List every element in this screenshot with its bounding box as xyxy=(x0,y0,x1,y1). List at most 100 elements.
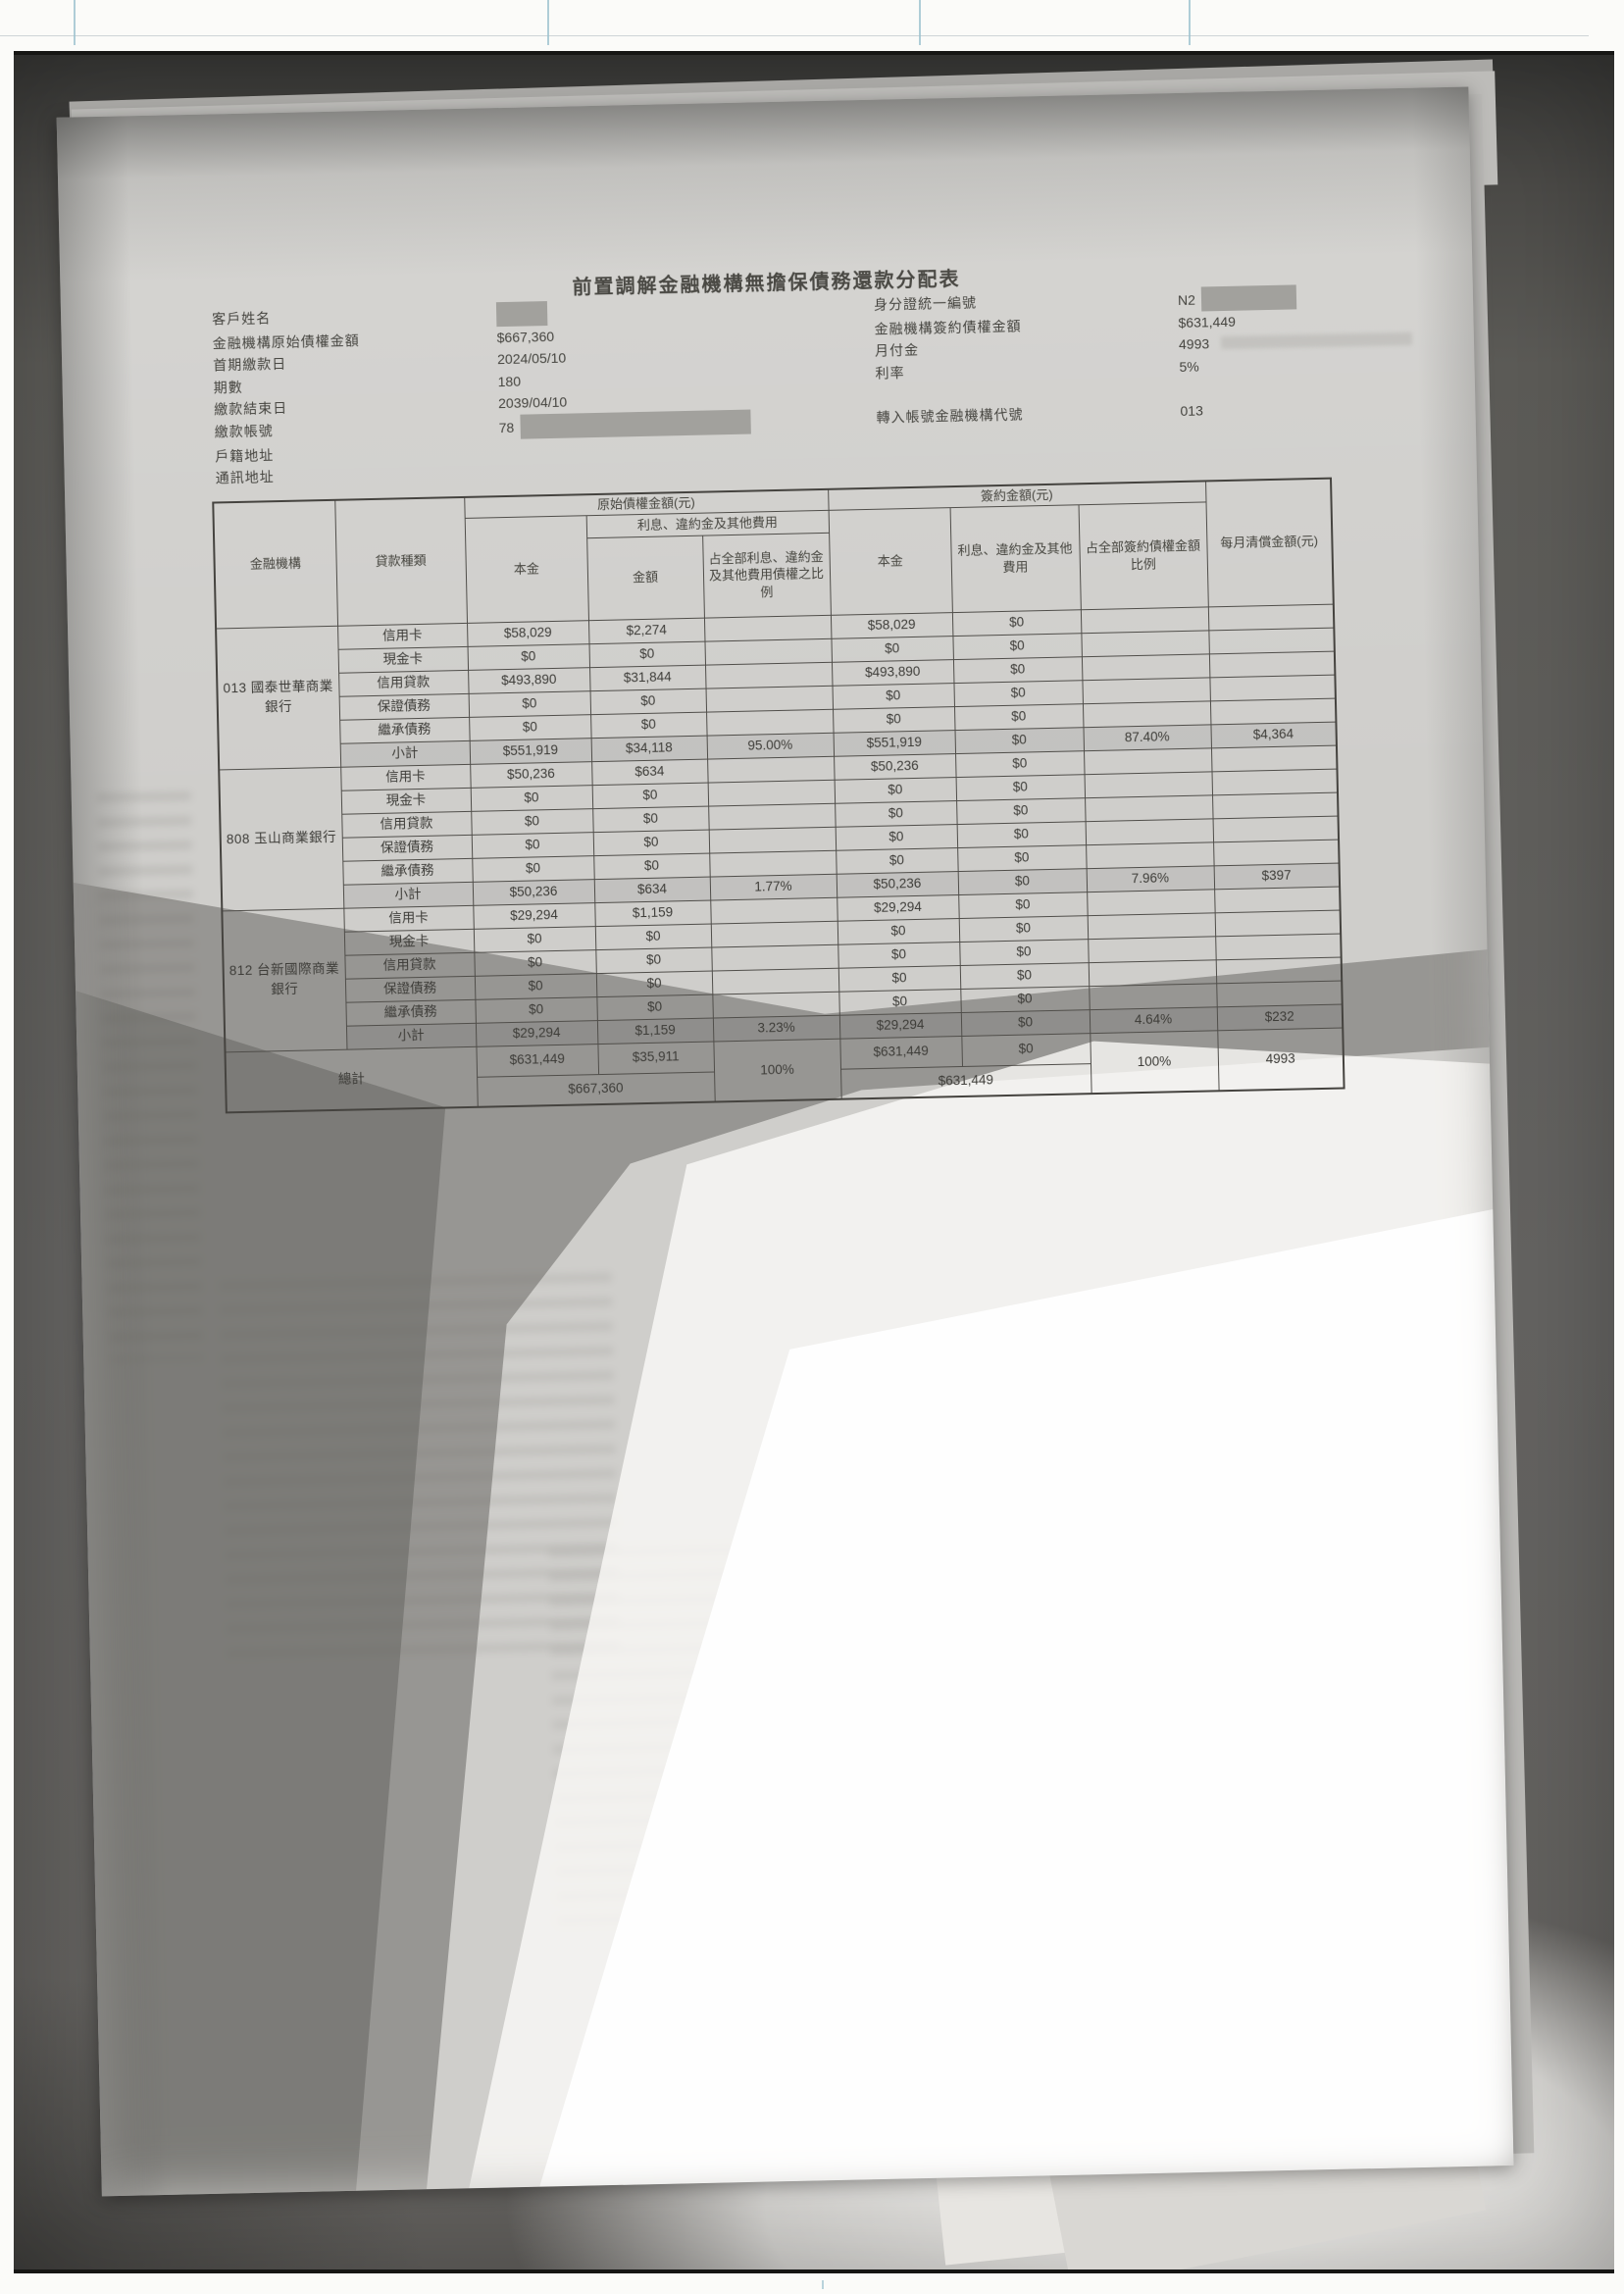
cell: $0 xyxy=(831,636,953,662)
cell: $0 xyxy=(471,832,594,858)
scan-artifact-line xyxy=(822,2280,824,2289)
cell: $35,911 xyxy=(597,1041,715,1075)
repayment-allocation-table: 金融機構 貸款種類 原始債權金額(元) 簽約金額(元) 每月清償金額(元) 本金… xyxy=(212,477,1345,1114)
cell: $0 xyxy=(956,797,1086,825)
loan-type-cell: 現金卡 xyxy=(343,928,475,955)
cell xyxy=(1082,677,1210,704)
cell xyxy=(1088,959,1217,987)
cell xyxy=(1215,933,1342,960)
cell: $2,274 xyxy=(587,617,705,644)
cell: $0 xyxy=(957,844,1087,872)
loan-type-cell: 信用卡 xyxy=(340,763,471,790)
cell: $29,294 xyxy=(837,894,959,921)
cell xyxy=(707,779,836,806)
cell: $0 xyxy=(837,965,961,992)
cell xyxy=(1208,627,1335,654)
loan-type-cell: 繼承債務 xyxy=(342,857,473,885)
cell xyxy=(1213,839,1340,866)
cell xyxy=(710,920,838,947)
cell: $0 xyxy=(955,774,1086,801)
col-header-signed-ratio: 占全部簽約債權金額比例 xyxy=(1078,501,1208,610)
cell xyxy=(1089,983,1217,1010)
cell: $667,360 xyxy=(477,1071,715,1107)
loan-type-cell: 繼承債務 xyxy=(345,998,476,1026)
cell: $0 xyxy=(467,643,590,670)
cell: 3.23% xyxy=(712,1014,840,1042)
cell xyxy=(1208,650,1336,678)
field-value xyxy=(495,301,548,328)
cell xyxy=(1210,744,1338,772)
cell: $31,844 xyxy=(589,664,706,691)
cell xyxy=(708,802,836,830)
cell: $0 xyxy=(838,989,961,1015)
loan-type-cell: 現金卡 xyxy=(340,787,472,814)
cell: $0 xyxy=(960,1009,1091,1037)
cell: $0 xyxy=(588,640,705,668)
bank-name: 812 台新國際商業銀行 xyxy=(222,907,347,1052)
loan-type-cell: 小計 xyxy=(339,739,471,767)
cell xyxy=(1215,956,1343,984)
cell: $0 xyxy=(956,821,1087,848)
cell: $551,919 xyxy=(833,730,956,756)
field-value: 2039/04/10 xyxy=(497,393,568,412)
cell: $631,449 xyxy=(476,1044,599,1077)
cell: $0 xyxy=(957,868,1088,895)
cell xyxy=(1082,700,1211,728)
cell xyxy=(1085,794,1213,822)
cell: $0 xyxy=(594,923,712,950)
cell: $0 xyxy=(952,656,1083,684)
col-header-signed-principal: 本金 xyxy=(828,507,952,615)
cell xyxy=(1080,606,1209,634)
bank-name: 808 玉山商業銀行 xyxy=(219,766,344,911)
info-block-right: 身分證統一編號 N2 金融機構簽約債權金額 $631,449 月付金 4993 … xyxy=(874,281,1446,429)
cell xyxy=(711,943,838,971)
cell: $631,449 xyxy=(839,1036,962,1069)
cell: $1,159 xyxy=(596,1017,714,1045)
cell: $0 xyxy=(958,892,1088,919)
loan-type-cell: 保證債務 xyxy=(338,692,470,720)
loan-type-cell: 小計 xyxy=(345,1022,477,1049)
cell: $0 xyxy=(958,915,1089,943)
document-paper: 前置調解金融機構無擔保債務還款分配表 客戶姓名 金融機構原始債權金額 $667,… xyxy=(56,86,1514,2197)
field-value: $667,360 xyxy=(496,328,555,346)
cell xyxy=(704,661,833,688)
cell: $0 xyxy=(959,939,1089,966)
cell xyxy=(706,708,834,736)
cell xyxy=(711,967,839,994)
cell: $0 xyxy=(959,962,1090,990)
col-header-loan-type: 貸款種類 xyxy=(334,496,468,626)
cell xyxy=(704,637,832,665)
cell: $493,890 xyxy=(831,659,954,686)
cell: $0 xyxy=(955,750,1085,778)
loan-type-cell: 現金卡 xyxy=(337,645,469,673)
col-header-institution: 金融機構 xyxy=(213,499,338,629)
cell: $0 xyxy=(590,711,707,739)
col-header-signed-interest: 利息、違約金及其他費用 xyxy=(949,504,1081,613)
cell xyxy=(1085,818,1214,845)
cell: $0 xyxy=(832,683,954,709)
cell xyxy=(709,849,837,877)
cell: $0 xyxy=(468,690,591,717)
loan-type-cell: 繼承債務 xyxy=(339,716,470,743)
cell: $397 xyxy=(1213,862,1341,890)
field-value: N2 xyxy=(1178,284,1297,312)
cell xyxy=(1084,771,1213,798)
loan-type-cell: 信用貸款 xyxy=(344,951,475,979)
loan-type-cell: 信用貸款 xyxy=(338,669,469,696)
cell: 87.40% xyxy=(1083,724,1211,751)
cell: $0 xyxy=(475,996,597,1023)
col-header-amount: 金額 xyxy=(586,535,704,621)
cell: $0 xyxy=(473,926,596,952)
cell: $0 xyxy=(592,829,710,856)
field-value: 2024/05/10 xyxy=(496,350,567,368)
cell xyxy=(708,826,837,853)
cell: $50,236 xyxy=(472,879,595,905)
cell xyxy=(707,755,835,783)
loan-type-cell: 保證債務 xyxy=(344,975,476,1002)
cell: $0 xyxy=(837,942,960,968)
cell: $0 xyxy=(835,824,958,850)
cell: $0 xyxy=(837,918,960,944)
cell: $232 xyxy=(1216,1003,1344,1031)
cell: $0 xyxy=(834,777,957,803)
cell: $0 xyxy=(953,703,1084,731)
